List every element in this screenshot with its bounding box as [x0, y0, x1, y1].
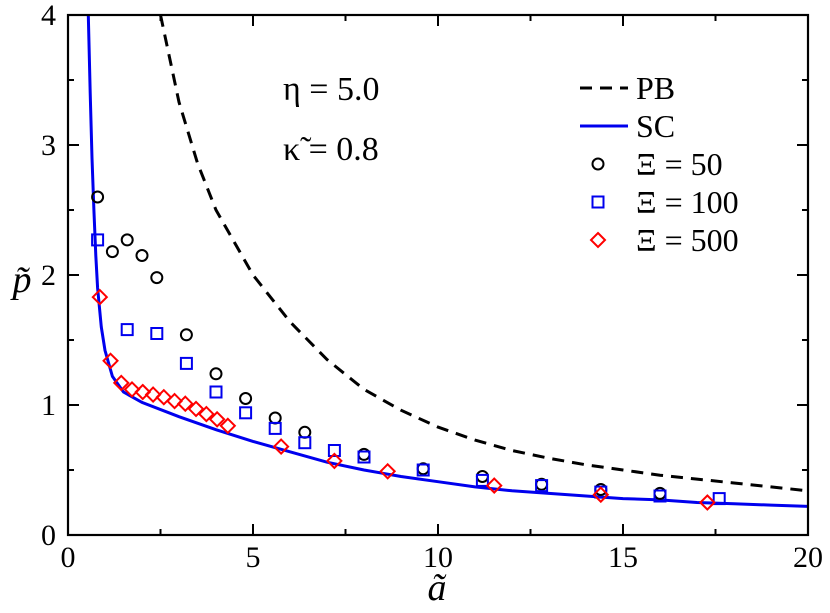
x-tick-label: 15 — [608, 541, 638, 574]
annotations: η = 5.0 κ̃ = 0.8 — [283, 71, 379, 168]
series-100-point — [120, 323, 134, 337]
series-100-point — [298, 436, 312, 450]
series-500-point — [208, 410, 226, 428]
series-100-point — [327, 444, 341, 457]
annotation-eta: η = 5.0 — [283, 71, 379, 108]
y-tick-label: 3 — [41, 129, 56, 162]
legend-label: Ξ = 500 — [636, 222, 739, 258]
legend-item-100: Ξ = 100 — [591, 184, 739, 220]
series-50-point — [298, 425, 312, 439]
series-500-point — [187, 400, 205, 418]
series-500-point — [123, 380, 141, 398]
legend-item-sc: SC — [580, 108, 675, 144]
series-100-point — [357, 450, 371, 464]
series-500-point — [485, 477, 503, 495]
series-sc-line — [86, 15, 808, 508]
y-axis-label: p̃ — [10, 259, 32, 301]
series-100-point — [91, 233, 105, 247]
series-50-point — [179, 328, 193, 342]
series-500-point — [155, 388, 173, 406]
legend-label: Ξ = 50 — [636, 146, 723, 182]
x-tick-label: 5 — [246, 541, 261, 574]
series-500-point — [197, 405, 215, 423]
series-50-point — [475, 470, 489, 483]
y-tick-label: 0 — [41, 519, 56, 552]
plot-area — [86, 15, 808, 511]
series-pb-line — [159, 15, 808, 493]
plot-frame — [66, 13, 810, 537]
series-50-point — [150, 271, 164, 285]
y-tick-label: 2 — [41, 259, 56, 292]
legend-square-marker — [591, 195, 605, 209]
series-50-point — [120, 233, 134, 247]
series-500-point — [698, 494, 716, 511]
series-500-point — [102, 352, 119, 370]
series-500-point — [272, 438, 290, 456]
series-100-point — [416, 463, 430, 477]
series-500-point — [219, 417, 237, 435]
series-50-point — [209, 367, 223, 381]
series-500-point — [134, 383, 152, 401]
series-500-point — [166, 392, 183, 410]
legend-item-pb: PB — [580, 70, 675, 106]
series-100-point — [653, 489, 667, 503]
legend-circle-marker — [591, 157, 605, 171]
legend-item-50: Ξ = 50 — [591, 146, 723, 182]
series-50-point — [105, 245, 119, 259]
series-100-point — [712, 492, 726, 506]
series-500-point — [325, 452, 343, 470]
legend-diamond-marker — [589, 231, 607, 249]
series-50-point — [135, 249, 149, 262]
series-100-point — [239, 406, 253, 420]
series-500-point — [176, 395, 194, 413]
x-tick-label: 20 — [793, 541, 823, 574]
series-100-point — [209, 385, 223, 399]
axes: 0 5 10 15 20 0 1 2 3 4 — [41, 0, 823, 574]
y-tick-label: 4 — [41, 0, 56, 32]
series-500-point — [91, 288, 109, 306]
legend-label: SC — [636, 108, 675, 144]
annotation-kappa: κ̃ = 0.8 — [283, 131, 379, 168]
x-tick-label: 0 — [61, 541, 76, 574]
series-500-point — [112, 374, 130, 392]
series-100-point — [268, 421, 282, 435]
series-100-point — [179, 356, 193, 370]
x-tick-label: 10 — [423, 541, 453, 574]
series-500-point — [379, 462, 397, 480]
series-100-point — [475, 473, 489, 487]
legend-label: Ξ = 100 — [636, 184, 739, 220]
series-50-point — [268, 411, 282, 425]
series-500-point — [144, 386, 162, 404]
x-axis-label: ã — [428, 567, 447, 609]
legend-item-500: Ξ = 500 — [589, 222, 739, 258]
legend-label: PB — [636, 70, 675, 106]
series-100-point — [535, 479, 549, 493]
series-50-point — [91, 190, 105, 204]
series-500-point — [592, 486, 610, 504]
series-100-point — [150, 327, 164, 340]
series-50-point — [239, 392, 253, 405]
y-tick-label: 1 — [41, 389, 56, 422]
